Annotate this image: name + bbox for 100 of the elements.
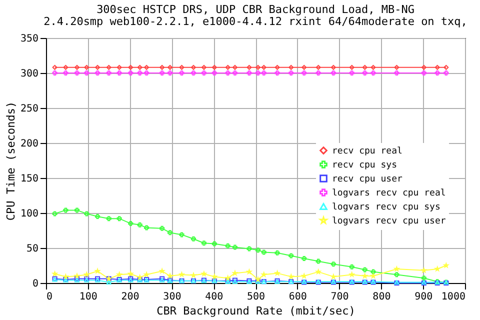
point	[190, 64, 196, 70]
point	[128, 64, 134, 70]
point	[144, 225, 150, 230]
point	[52, 70, 58, 76]
point	[179, 70, 184, 76]
point	[261, 70, 266, 76]
point	[95, 214, 100, 219]
x-tick-label: 0	[46, 292, 53, 302]
point	[316, 64, 321, 70]
point	[362, 64, 368, 70]
legend-label: recv cpu sys	[332, 160, 398, 170]
x-tick-label: 300	[163, 292, 182, 302]
point	[330, 70, 336, 76]
y-axis-title: CPU Time (seconds)	[4, 101, 18, 221]
point	[370, 64, 376, 70]
point	[190, 70, 196, 76]
point	[225, 64, 230, 70]
point	[232, 64, 238, 70]
point	[225, 243, 230, 248]
y-tick-label: 250	[20, 104, 38, 114]
point	[288, 253, 294, 258]
legend-label: recv cpu user	[332, 174, 404, 184]
point	[106, 280, 112, 285]
point	[95, 70, 100, 76]
point	[434, 70, 440, 76]
y-tick-label: 50	[26, 244, 38, 254]
point	[84, 64, 90, 70]
point	[160, 226, 165, 231]
point	[63, 208, 68, 213]
point	[394, 64, 400, 70]
point	[349, 64, 354, 70]
point	[421, 64, 426, 70]
point	[256, 248, 261, 253]
y-tick-label: 200	[20, 138, 38, 150]
point	[179, 232, 184, 238]
point	[168, 64, 173, 70]
point	[128, 221, 134, 226]
point	[246, 64, 252, 70]
y-tick-label: 0	[32, 278, 38, 290]
point	[116, 216, 122, 222]
chart-subtitle: 2.4.20smp web100-2.2.1, e1000-4.4.12 rxint 64/64moderate on txq,	[44, 15, 468, 28]
point	[302, 70, 307, 76]
point	[168, 70, 173, 76]
point	[144, 64, 150, 70]
point	[362, 267, 368, 272]
x-axis-title: CBR Background Rate (mbit/sec)	[156, 304, 356, 318]
legend-label: recv cpu real	[332, 146, 402, 156]
point	[261, 64, 266, 70]
legend-label: logvars recv cpu user	[332, 216, 446, 226]
point	[246, 70, 252, 76]
point	[256, 64, 261, 70]
point	[394, 70, 400, 76]
point	[274, 64, 280, 70]
x-tick-label: 100	[79, 292, 98, 302]
point	[246, 246, 252, 252]
point	[302, 256, 307, 261]
point	[302, 64, 307, 70]
x-tick-label: 600	[288, 292, 307, 302]
point	[212, 64, 217, 70]
point	[330, 64, 336, 70]
chart-title: 300sec HSTCP DRS, UDP CBR Background Load, MB-NG	[96, 3, 414, 16]
point	[74, 208, 80, 213]
point	[106, 216, 112, 222]
legend-label: logvars recv cpu sys	[332, 202, 440, 212]
point	[160, 70, 165, 76]
point	[74, 70, 80, 76]
point	[288, 70, 294, 76]
point	[316, 70, 321, 76]
point	[137, 64, 142, 70]
x-tick-label: 900	[414, 292, 433, 302]
point	[190, 236, 196, 242]
point	[168, 230, 173, 236]
point	[52, 64, 58, 70]
point	[362, 70, 368, 76]
point	[95, 64, 100, 70]
point	[349, 70, 354, 76]
point	[179, 64, 184, 70]
x-tick-label: 400	[205, 292, 224, 302]
y-tick-label: 150	[20, 174, 38, 184]
point	[84, 211, 90, 216]
point	[144, 70, 150, 76]
legend-label: logvars recv cpu real	[332, 188, 446, 198]
x-tick-label: 700	[330, 292, 349, 302]
point	[421, 276, 426, 281]
x-tick-label: 800	[372, 292, 391, 302]
point	[63, 64, 68, 70]
point	[52, 211, 58, 216]
point	[349, 264, 354, 270]
point	[201, 240, 206, 246]
point	[116, 64, 122, 70]
y-tick-label: 300	[20, 68, 38, 80]
point	[274, 70, 280, 76]
point	[212, 70, 217, 76]
point	[137, 70, 142, 76]
point	[232, 244, 238, 250]
point	[394, 272, 400, 278]
point	[74, 64, 80, 70]
point	[261, 250, 266, 255]
point	[370, 70, 376, 76]
point	[63, 70, 68, 76]
